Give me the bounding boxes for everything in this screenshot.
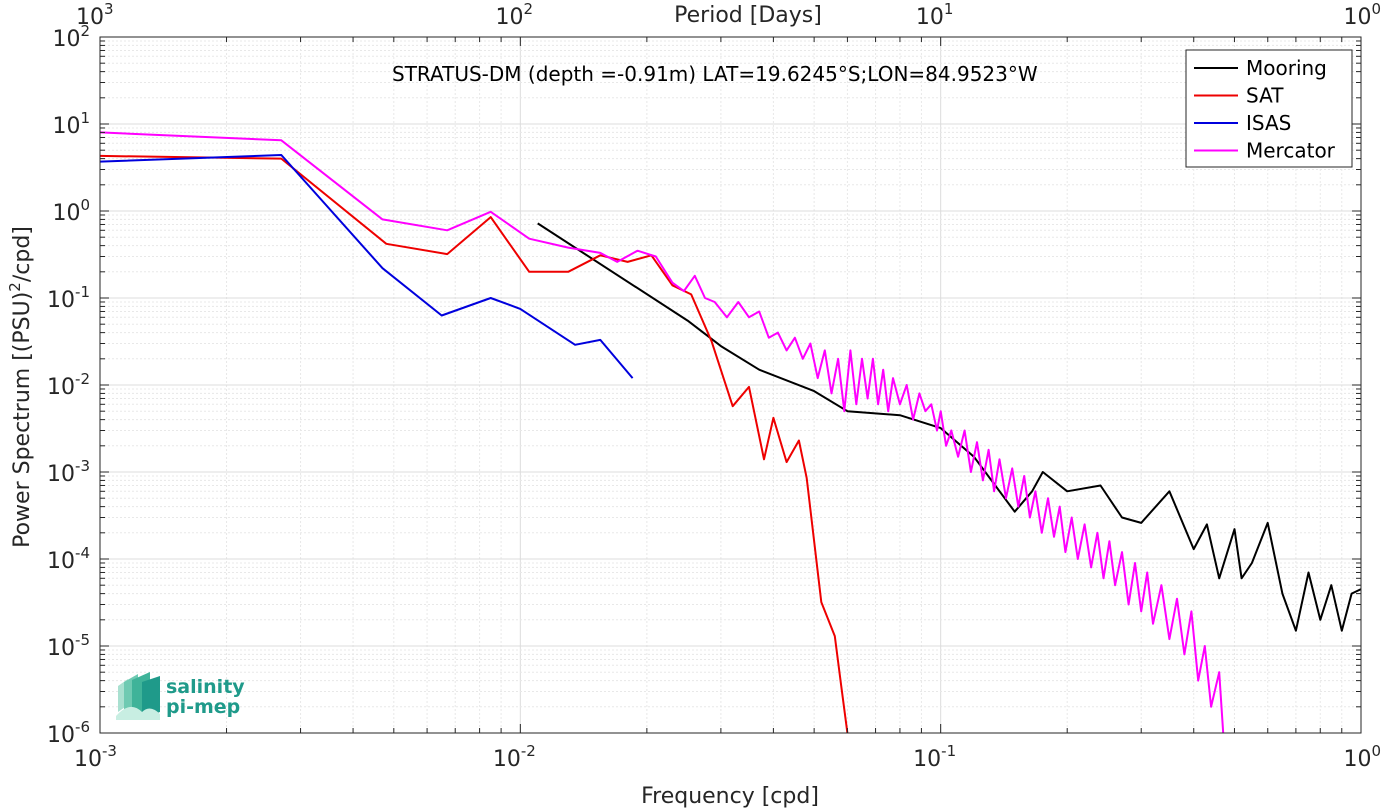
tick-label-base: 10 <box>913 747 941 772</box>
tick-label-exponent: 1 <box>944 0 954 18</box>
tick-label-exponent: -3 <box>75 457 90 475</box>
tick-label-exponent: -4 <box>75 544 90 562</box>
top-tick-label: 100 <box>1343 0 1381 30</box>
x-axis-label: Frequency [cpd] <box>641 784 819 809</box>
chart-annotation: STRATUS-DM (depth =-0.91m) LAT=19.6245°S… <box>392 62 1038 86</box>
tick-label-base: 10 <box>496 5 524 30</box>
legend-box <box>1185 49 1353 168</box>
tick-label-exponent: 2 <box>524 0 534 18</box>
top-tick-label: 103 <box>76 0 114 30</box>
top-axis-label: Period [Days] <box>674 3 822 28</box>
legend-label-isas: ISAS <box>1246 111 1291 135</box>
tick-label-base: 10 <box>52 27 80 52</box>
tick-label-exponent: 0 <box>1371 742 1381 760</box>
tick-label-exponent: -5 <box>75 631 90 649</box>
y-axis-label-main: Power Spectrum [(PSU) <box>10 292 35 548</box>
tick-label-base: 10 <box>47 375 75 400</box>
series-line-mercator <box>100 131 1225 733</box>
legend-label-mooring: Mooring <box>1246 56 1327 80</box>
tick-label-base: 10 <box>76 5 104 30</box>
y-tick-label: 10-4 <box>47 544 90 574</box>
series-line-isas <box>100 154 634 379</box>
x-tick-label: 10-1 <box>913 742 956 772</box>
tick-label-exponent: 0 <box>80 196 90 214</box>
y-tick-label: 10-6 <box>47 718 90 748</box>
tick-label-base: 10 <box>74 747 102 772</box>
y-tick-label: 102 <box>52 22 90 52</box>
logo-text-line1: salinity <box>166 676 245 698</box>
series-line-sat <box>100 154 849 733</box>
y-tick-label: 10-2 <box>47 370 90 400</box>
y-tick-label: 101 <box>52 109 90 139</box>
y-axis-label-tail: /cpd] <box>10 226 35 282</box>
legend: Mooring SAT ISAS Mercator <box>1185 49 1353 168</box>
logo-mark <box>116 672 160 720</box>
y-axis-label-superscript: 2 <box>6 282 24 292</box>
tick-label-base: 10 <box>47 549 75 574</box>
tick-label-base: 10 <box>52 114 80 139</box>
x-tick-label: 10-3 <box>74 742 117 772</box>
tick-label-base: 10 <box>52 201 80 226</box>
y-tick-label: 10-1 <box>47 283 90 313</box>
y-axis-label: Power Spectrum [(PSU)2/cpd] <box>6 226 35 548</box>
tick-label-exponent: -3 <box>102 742 117 760</box>
tick-label-base: 10 <box>47 636 75 661</box>
y-tick-label: 100 <box>52 196 90 226</box>
tick-label-base: 10 <box>47 288 75 313</box>
tick-label-base: 10 <box>1343 747 1371 772</box>
tick-label-base: 10 <box>47 462 75 487</box>
legend-label-sat: SAT <box>1246 84 1284 108</box>
y-tick-label: 10-5 <box>47 631 90 661</box>
series-line-mooring <box>537 222 1361 632</box>
tick-label-exponent: -6 <box>75 718 90 736</box>
tick-label-exponent: 3 <box>104 0 114 18</box>
x-tick-label: 10-2 <box>493 742 536 772</box>
salinity-pi-mep-logo: salinity pi-mep <box>116 672 245 720</box>
y-tick-label: 10-3 <box>47 457 90 487</box>
tick-label-exponent: -2 <box>75 370 90 388</box>
top-tick-label: 101 <box>916 0 954 30</box>
tick-label-exponent: -1 <box>75 283 90 301</box>
tick-label-base: 10 <box>493 747 521 772</box>
tick-label-exponent: -1 <box>941 742 956 760</box>
series-lines <box>100 131 1361 733</box>
tick-label-exponent: -2 <box>521 742 536 760</box>
logo-text-line2: pi-mep <box>166 696 240 718</box>
top-tick-label: 102 <box>496 0 534 30</box>
x-tick-label: 100 <box>1343 742 1381 772</box>
tick-label-base: 10 <box>1343 5 1371 30</box>
tick-label-base: 10 <box>47 723 75 748</box>
tick-label-base: 10 <box>916 5 944 30</box>
tick-label-exponent: 2 <box>80 22 90 40</box>
legend-label-mercator: Mercator <box>1246 139 1336 163</box>
tick-label-exponent: 0 <box>1371 0 1381 18</box>
tick-label-exponent: 1 <box>80 109 90 127</box>
